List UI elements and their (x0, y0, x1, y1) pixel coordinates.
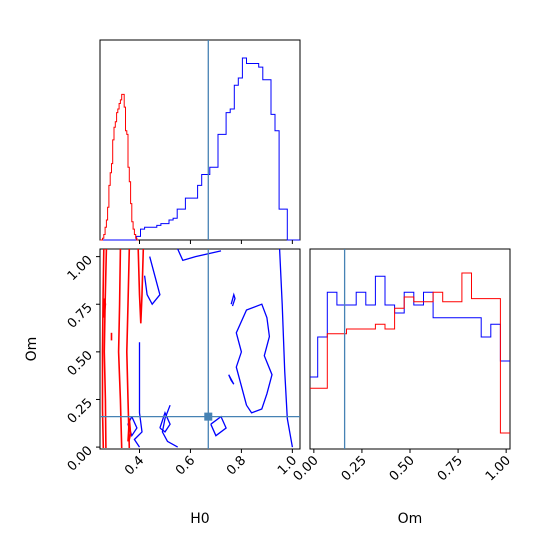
h0-histogram-panel (99, 39, 301, 241)
x-axis-label-om: Om (398, 511, 423, 527)
tick-label-h0-1: 0.6 (173, 453, 198, 478)
contour-blue-5 (228, 374, 235, 385)
tick-label-om-y-0: 0.00 (65, 443, 96, 474)
contour-red-5 (127, 418, 132, 442)
contour-blue-8 (159, 411, 171, 433)
h0-histogram-blue (100, 57, 300, 241)
contour-blue-3 (177, 248, 222, 262)
tick-label-om-x-0: 0.00 (291, 453, 322, 484)
contour-blue-4 (235, 303, 273, 414)
h0-om-contour-panel (99, 248, 301, 450)
tick-label-om-x-2: 0.50 (387, 453, 418, 484)
x-axis-label-h0: H0 (190, 511, 209, 527)
contour-blue-6 (278, 248, 294, 448)
tick-label-om-x-3: 0.75 (435, 453, 466, 484)
truth-marker (204, 412, 213, 421)
tick-label-om-x-1: 0.25 (339, 453, 370, 484)
contour-red-6 (103, 298, 107, 318)
tick-label-om-y-3: 0.75 (65, 300, 96, 331)
contour-blue-0 (133, 342, 143, 448)
contour-red-0 (101, 248, 105, 449)
tick-label-om-x-4: 1.00 (483, 453, 514, 484)
tick-label-om-y-1: 0.25 (65, 396, 96, 427)
contour-blue-9 (210, 415, 227, 437)
contour-red-1 (103, 248, 108, 449)
tick-label-om-y-2: 0.50 (65, 348, 96, 379)
contour-blue-10 (230, 292, 236, 307)
contour-blue-2 (161, 404, 179, 448)
om-histogram-blue (310, 275, 510, 378)
contour-red-3 (125, 248, 131, 449)
contour-blue-1 (143, 256, 161, 306)
contour-red-4 (137, 248, 145, 324)
tick-label-om-y-4: 1.00 (65, 253, 96, 284)
y-axis-label-om: Om (24, 337, 40, 362)
om-histogram-red (310, 272, 510, 434)
om-histogram-panel (309, 248, 511, 450)
tick-label-h0-2: 0.8 (224, 453, 249, 478)
h0-histogram-red (100, 93, 139, 241)
tick-label-h0-0: 0.4 (122, 453, 147, 478)
contour-red-2 (117, 248, 123, 449)
